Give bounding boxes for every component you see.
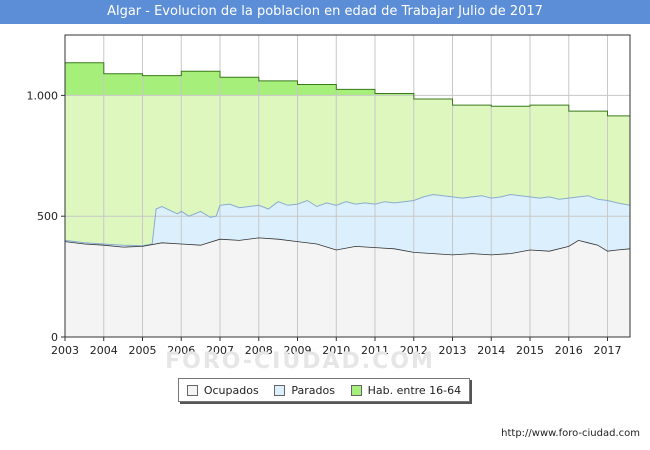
y-tick-label: 0 — [51, 331, 58, 344]
x-tick-label: 2005 — [129, 344, 157, 357]
x-tick-label: 2013 — [439, 344, 467, 357]
plot-frame — [64, 34, 631, 338]
x-tick-label: 2006 — [167, 344, 195, 357]
x-tick-label: 2014 — [477, 344, 505, 357]
x-tick-label: 2017 — [594, 344, 622, 357]
x-tick-label: 2008 — [245, 344, 273, 357]
x-tick-label: 2011 — [361, 344, 389, 357]
legend-label-ocupados: Ocupados — [203, 383, 259, 397]
x-tick-label: 2003 — [51, 344, 79, 357]
x-tick-label: 2012 — [400, 344, 428, 357]
x-tick-label: 2007 — [206, 344, 234, 357]
y-tick-label: 500 — [37, 210, 58, 223]
source-url[interactable]: http://www.foro-ciudad.com — [501, 428, 640, 439]
x-tick-label: 2009 — [284, 344, 312, 357]
x-tick-label: 2016 — [555, 344, 583, 357]
series-line-hab — [65, 62, 630, 117]
series-area-ocupados — [65, 237, 630, 337]
series-line-ocupados — [64, 237, 631, 256]
legend-label-hab: Hab. entre 16-64 — [367, 383, 462, 397]
legend-item-parados: Parados — [274, 384, 335, 397]
chart-legend: Ocupados Parados Hab. entre 16-64 — [178, 378, 470, 402]
x-tick-label: 2010 — [322, 344, 350, 357]
x-tick-label: 2015 — [516, 344, 544, 357]
watermark: FORO-CIUDAD.COM — [165, 349, 435, 374]
legend-label-parados: Parados — [291, 383, 335, 397]
legend-swatch-ocupados — [186, 384, 198, 396]
chart-title: Algar - Evolucion de la poblacion en eda… — [0, 0, 650, 24]
legend-swatch-hab — [350, 384, 362, 396]
legend-swatch-parados — [274, 384, 286, 396]
x-tick-label: 2004 — [90, 344, 118, 357]
series-line-parados — [64, 193, 631, 247]
legend-item-hab: Hab. entre 16-64 — [350, 383, 462, 397]
legend-item-ocupados: Ocupados — [186, 383, 259, 397]
y-tick-label: 1.000 — [27, 89, 59, 102]
